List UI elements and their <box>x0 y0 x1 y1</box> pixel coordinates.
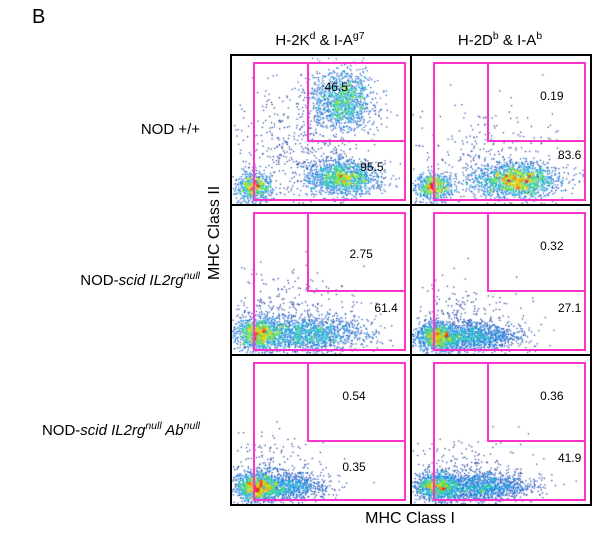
gate-percent: 83.6 <box>558 148 581 162</box>
row-label-2: NOD-scid IL2rgnull Abnull <box>10 420 208 439</box>
gate-percent: 2.75 <box>349 247 372 261</box>
facs-plot: 0.36 41.9 <box>411 355 591 505</box>
gate-percent: 0.35 <box>342 460 365 474</box>
gate-percent: 41.9 <box>558 451 581 465</box>
facs-plot: 2.75 61.4 <box>231 205 411 355</box>
column-header-1: H-2Db & I-Ab <box>410 30 590 49</box>
row-label-0: NOD +/+ <box>10 121 208 138</box>
figure-root: B H-2Kd & I-Ag7 H-2Db & I-Ab NOD +/+ NOD… <box>0 0 601 542</box>
row-labels: NOD +/+ NOD-scid IL2rgnull NOD-scid IL2r… <box>10 54 208 504</box>
gate <box>487 212 587 292</box>
gate <box>307 62 407 142</box>
y-axis-title: MHC Class II <box>206 186 224 280</box>
gate-percent: 95.5 <box>360 160 383 174</box>
column-headers: H-2Kd & I-Ag7 H-2Db & I-Ab <box>230 30 590 49</box>
facs-plot: 0.54 0.35 <box>231 355 411 505</box>
panel-letter: B <box>32 6 45 29</box>
facs-plot: 46.5 95.5 <box>231 55 411 205</box>
facs-grid: 46.5 95.5 0.19 83.6 2.75 61.4 0.32 27.1 0.54 0.35… <box>230 54 592 506</box>
gate <box>487 62 587 142</box>
gate-percent: 0.36 <box>540 389 563 403</box>
column-header-0: H-2Kd & I-Ag7 <box>230 30 410 49</box>
gate-percent: 0.32 <box>540 239 563 253</box>
gate-percent: 27.1 <box>558 301 581 315</box>
x-axis-title: MHC Class I <box>230 510 590 528</box>
row-label-1: NOD-scid IL2rgnull <box>10 270 208 289</box>
facs-plot: 0.19 83.6 <box>411 55 591 205</box>
gate-percent: 0.54 <box>342 389 365 403</box>
gate-percent: 61.4 <box>374 301 397 315</box>
facs-plot: 0.32 27.1 <box>411 205 591 355</box>
gate <box>487 362 587 442</box>
gate-percent: 46.5 <box>325 80 348 94</box>
gate-percent: 0.19 <box>540 89 563 103</box>
